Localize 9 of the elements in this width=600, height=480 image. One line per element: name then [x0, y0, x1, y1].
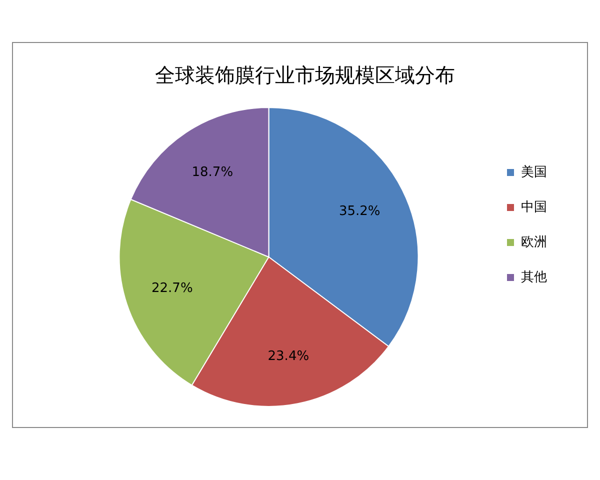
data-label: 18.7% — [192, 164, 234, 180]
legend-label: 欧洲 — [521, 234, 547, 250]
legend-label: 其他 — [521, 270, 547, 285]
legend-label: 中国 — [521, 200, 547, 215]
data-label: 23.4% — [268, 349, 310, 364]
chart-title: 全球装饰膜行业市场规模区域分布 — [155, 63, 455, 88]
data-label: 35.2% — [338, 204, 380, 219]
legend-label: 美国 — [521, 164, 547, 180]
data-label: 22.7% — [152, 281, 193, 296]
